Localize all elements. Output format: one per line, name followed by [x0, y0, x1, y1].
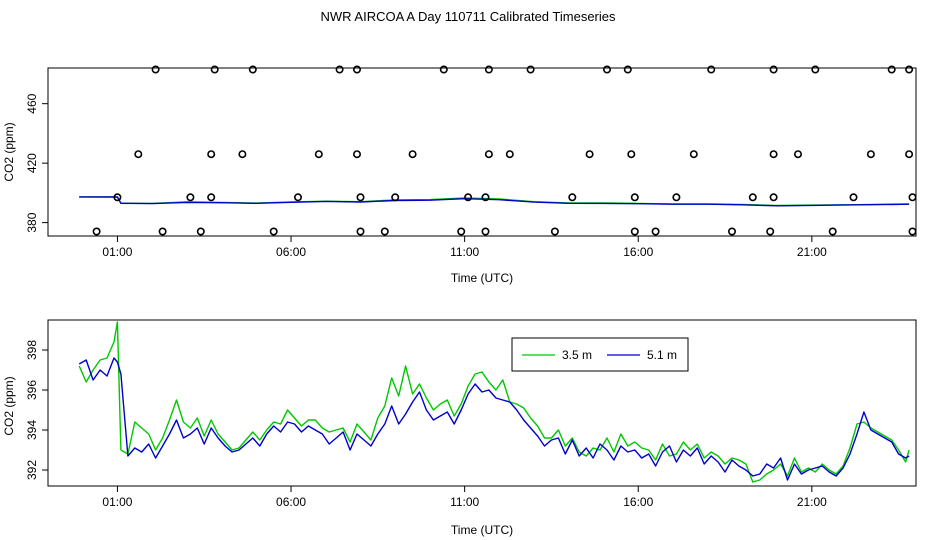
calibration-point [887, 65, 896, 74]
calibration-point [457, 227, 466, 236]
calibration-point [908, 227, 917, 236]
calibration-point [408, 150, 417, 159]
calibration-point [207, 193, 216, 202]
top-y-axis-label: CO2 (ppm) [2, 122, 16, 181]
calibration-point [210, 65, 219, 74]
calibration-point [248, 65, 257, 74]
calibration-point [158, 227, 167, 236]
top-y-tick-label: 380 [25, 212, 39, 232]
calibration-point [630, 227, 639, 236]
legend-label-5-1m: 5.1 m [647, 348, 677, 362]
bottom-series-line-3-5-m [78, 321, 910, 483]
calibration-point [623, 65, 632, 74]
bottom-x-tick-label: 01:00 [102, 495, 132, 509]
top-plot-frame [47, 67, 917, 237]
chart-title: NWR AIRCOA A Day 110711 Calibrated Times… [320, 9, 616, 24]
calibration-point [269, 227, 278, 236]
calibration-point [905, 65, 914, 74]
calibration-point [464, 193, 473, 202]
calibration-point [484, 150, 493, 159]
bottom-x-tick-label: 16:00 [623, 495, 653, 509]
calibration-point [352, 150, 361, 159]
calibration-point [769, 193, 778, 202]
top-x-tick-label: 06:00 [276, 245, 306, 259]
calibration-point [484, 65, 493, 74]
bottom-y-axis-label: CO2 (ppm) [2, 376, 16, 435]
bottom-x-tick-label: 11:00 [450, 495, 479, 509]
calibration-point [627, 150, 636, 159]
calibration-point [766, 227, 775, 236]
calibration-point [356, 227, 365, 236]
bottom-y-tick-label: 392 [25, 460, 39, 480]
bottom-x-tick-label: 06:00 [276, 495, 306, 509]
calibration-point [526, 65, 535, 74]
top-series-line-3-5-m [79, 196, 910, 207]
calibration-point [380, 227, 389, 236]
calibration-point [602, 65, 611, 74]
calibration-point [293, 193, 302, 202]
calibration-point [748, 193, 757, 202]
calibration-point [481, 227, 490, 236]
calibration-point [238, 150, 247, 159]
bottom-panel: 01:00 06:00 11:00 16:00 21:00 392 394 396 398 Ti… [2, 319, 917, 537]
calibration-point [769, 150, 778, 159]
calibration-point [793, 150, 802, 159]
calibration-point [727, 227, 736, 236]
bottom-y-tick-label: 398 [25, 340, 39, 360]
calibration-point [92, 227, 101, 236]
calibration-point [651, 227, 660, 236]
calibration-point [356, 193, 365, 202]
calibration-point [908, 193, 917, 202]
calibration-point [828, 227, 837, 236]
top-x-tick-label: 01:00 [102, 245, 132, 259]
top-axes: 01:00 06:00 11:00 16:00 21:00 380 420 460 [25, 93, 827, 259]
calibration-point [505, 150, 514, 159]
calibration-point [352, 65, 361, 74]
top-y-tick-label: 420 [25, 153, 39, 173]
calibration-point [630, 193, 639, 202]
calibration-point [391, 193, 400, 202]
calibration-point [134, 150, 143, 159]
calibration-point [672, 193, 681, 202]
calibration-point [707, 65, 716, 74]
bottom-x-tick-label: 21:00 [797, 495, 827, 509]
top-x-axis-label: Time (UTC) [451, 271, 513, 285]
calibration-point [439, 65, 448, 74]
legend-label-3-5m: 3.5 m [562, 348, 592, 362]
bottom-y-tick-label: 396 [25, 380, 39, 400]
calibration-point [151, 65, 160, 74]
bottom-axes: 01:00 06:00 11:00 16:00 21:00 392 394 396 398 [25, 340, 827, 509]
calibration-point [689, 150, 698, 159]
calibration-point [186, 193, 195, 202]
calibration-point [769, 65, 778, 74]
legend: 3.5 m 5.1 m [511, 337, 689, 372]
calibration-point [811, 65, 820, 74]
top-panel: 01:00 06:00 11:00 16:00 21:00 380 420 460 Time … [2, 65, 917, 285]
bottom-y-tick-label: 394 [25, 420, 39, 440]
top-x-tick-label: 16:00 [623, 245, 653, 259]
bottom-marks [78, 321, 910, 483]
calibration-point [849, 193, 858, 202]
calibration-point [550, 227, 559, 236]
calibration-point [113, 193, 122, 202]
calibration-point [866, 150, 875, 159]
calibration-point [568, 193, 577, 202]
top-x-tick-label: 11:00 [450, 245, 479, 259]
top-x-tick-label: 21:00 [797, 245, 827, 259]
top-y-tick-label: 460 [25, 93, 39, 113]
bottom-x-axis-label: Time (UTC) [451, 523, 513, 537]
bottom-series-line-5-1-m [78, 357, 910, 481]
calibration-point [196, 227, 205, 236]
calibration-point [905, 150, 914, 159]
calibration-point [207, 150, 216, 159]
calibration-point [585, 150, 594, 159]
top-marks [79, 65, 917, 236]
bottom-plot-frame [47, 319, 917, 487]
calibration-point [481, 193, 490, 202]
calibration-point [314, 150, 323, 159]
calibration-point [335, 65, 344, 74]
